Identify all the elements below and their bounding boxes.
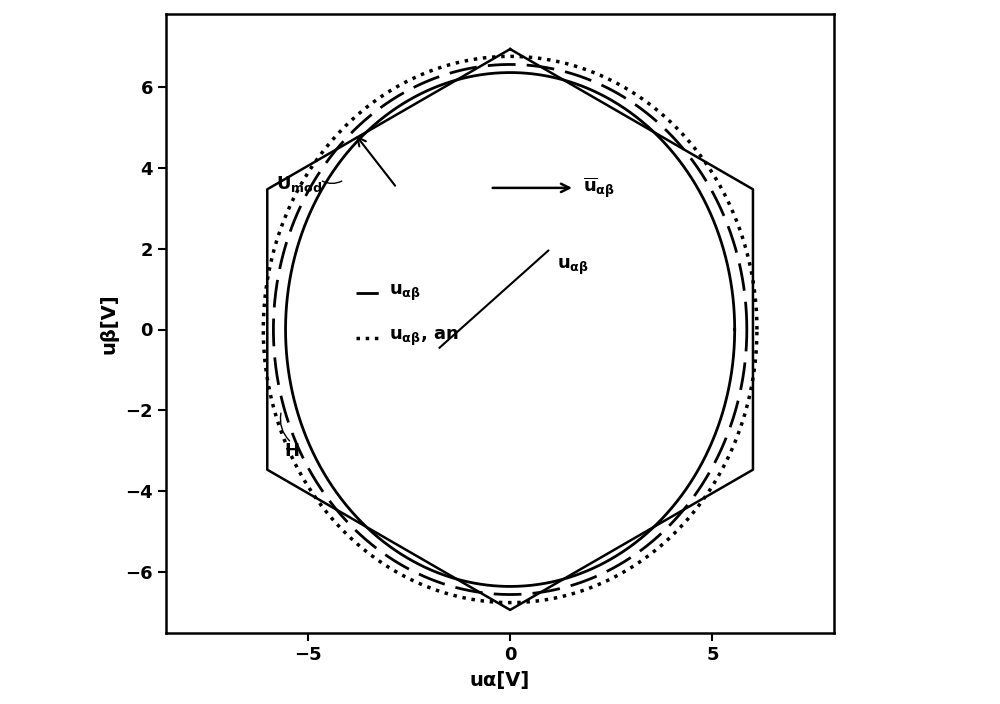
Text: $\mathbf{u_{\alpha\beta}}$, an: $\mathbf{u_{\alpha\beta}}$, an [389,327,459,348]
Y-axis label: uβ[V]: uβ[V] [99,293,118,353]
Text: $\mathbf{H}$: $\mathbf{H}$ [284,442,299,460]
X-axis label: uα[V]: uα[V] [470,671,530,690]
Text: $\mathbf{u_{\alpha\beta}}$: $\mathbf{u_{\alpha\beta}}$ [389,283,421,303]
Text: $\mathbf{U_{mod}}$: $\mathbf{U_{mod}}$ [276,174,323,194]
Text: $\mathbf{\overline{u}_{\alpha\beta}}$: $\mathbf{\overline{u}_{\alpha\beta}}$ [583,175,615,200]
Text: $\mathbf{u_{\alpha\beta}}$: $\mathbf{u_{\alpha\beta}}$ [557,257,589,277]
